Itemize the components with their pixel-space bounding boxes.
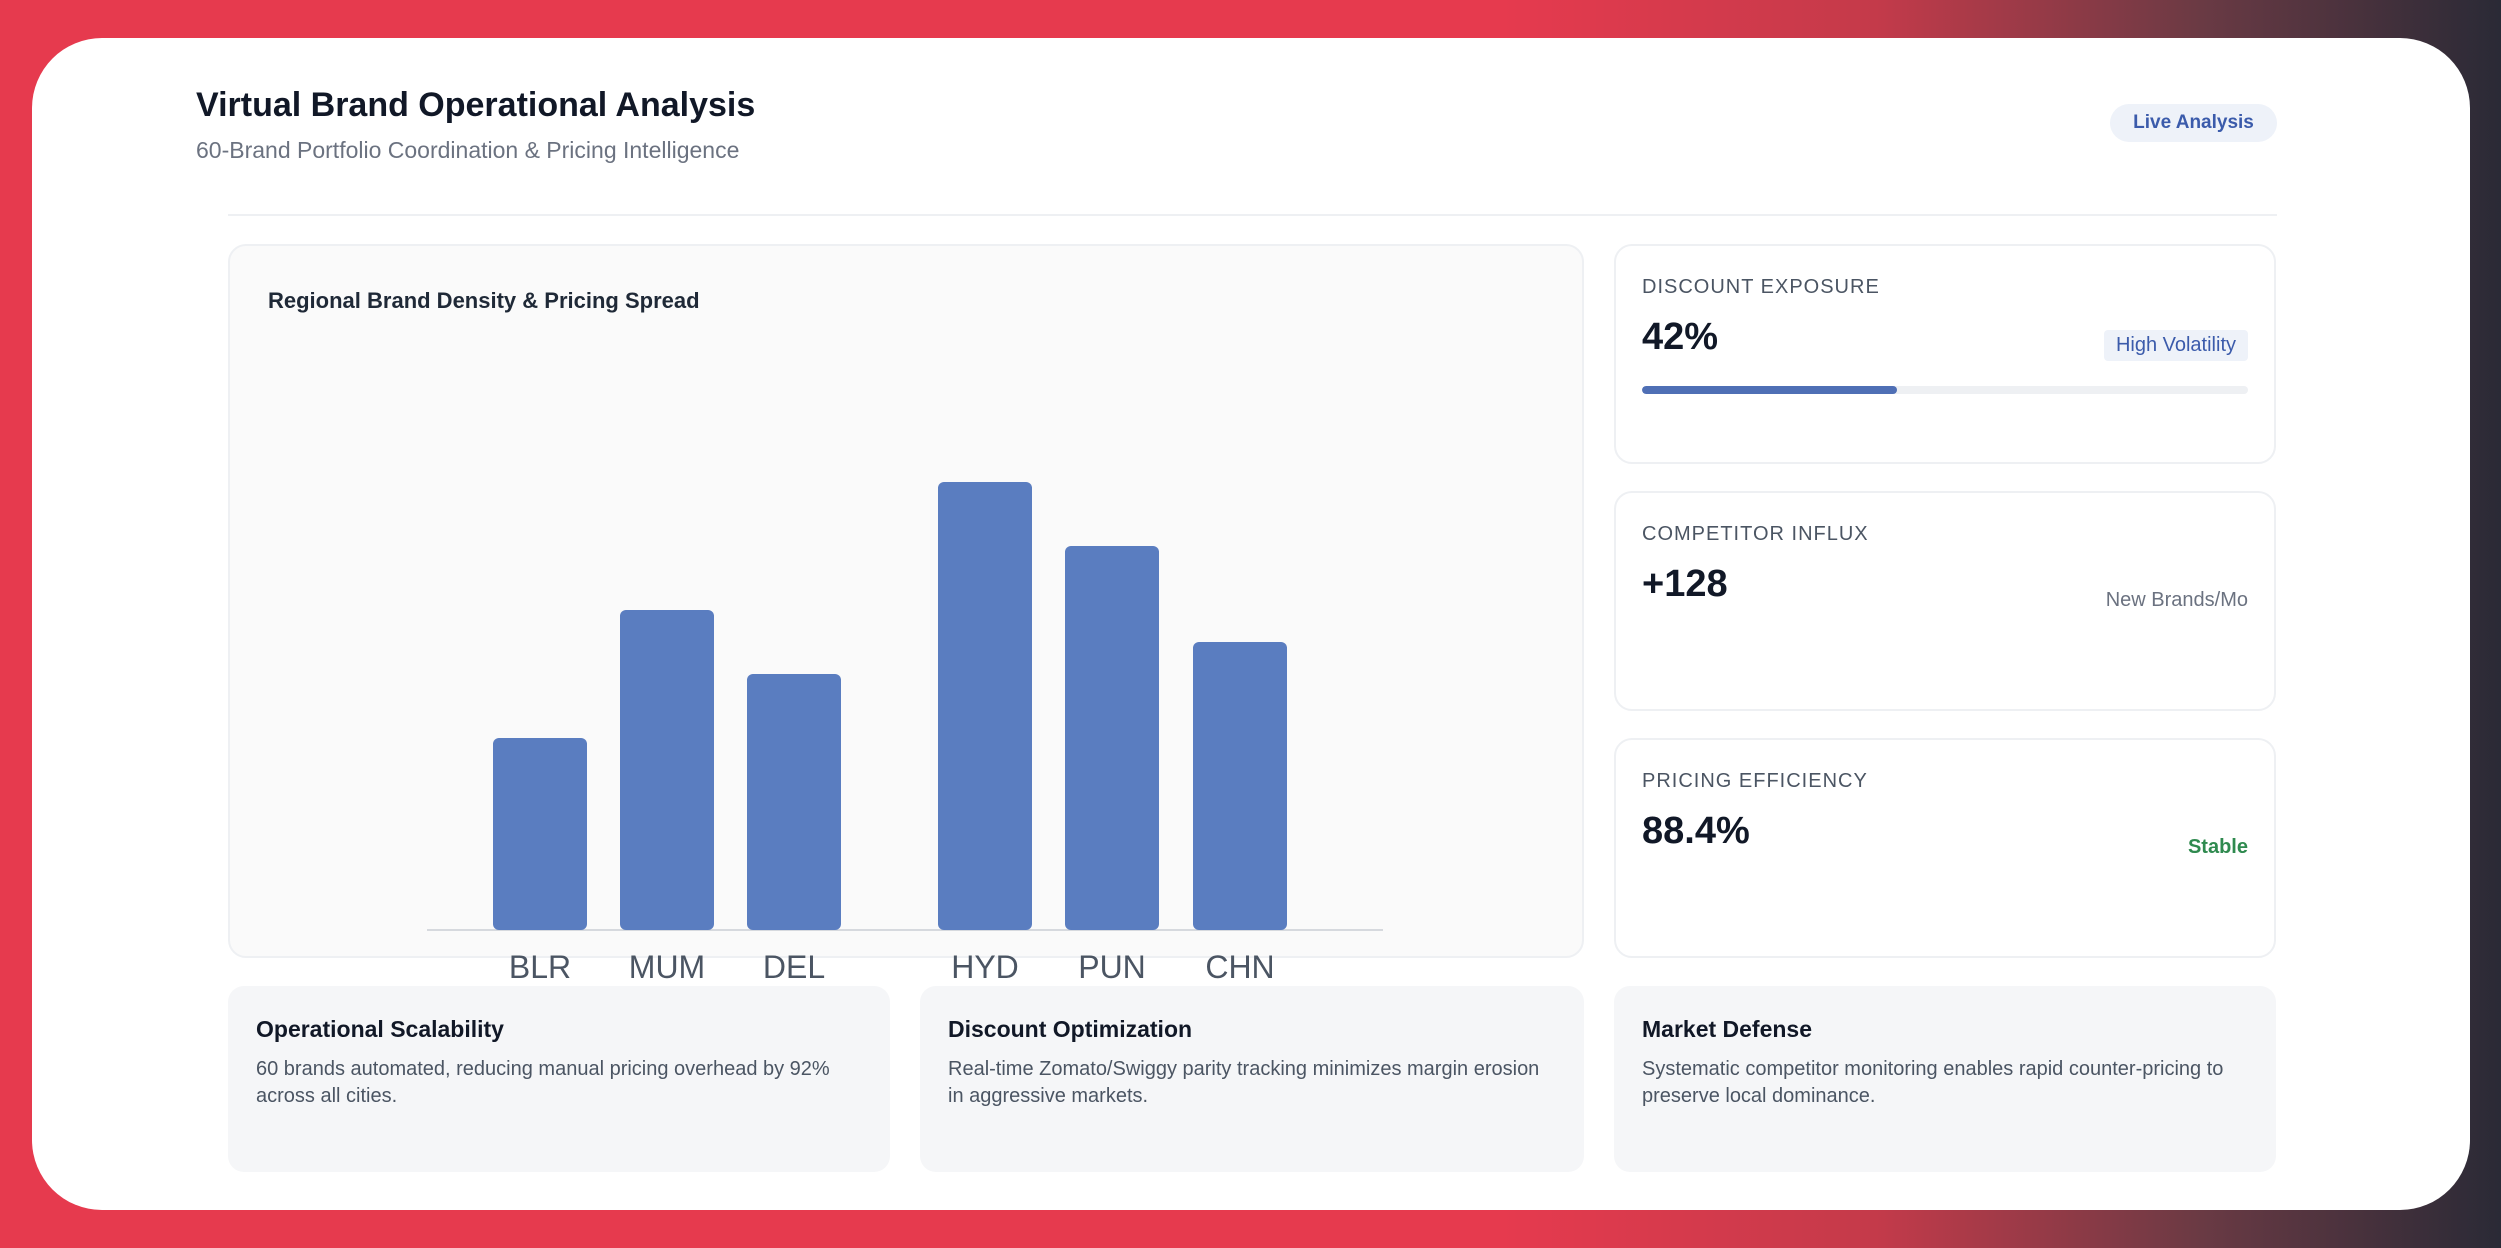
info-card-title: Discount Optimization [948,1016,1193,1042]
discount-progress-fill [1642,386,1897,394]
info-card-text: Real-time Zomato/Swiggy parity tracking … [948,1058,1540,1107]
metric-label: PRICING EFFICIENCY [1642,770,1868,792]
metric-discount-exposure: DISCOUNT EXPOSURE 42% High Volatility [1614,244,2276,464]
info-card-text: Systematic competitor monitoring enables… [1642,1058,2224,1107]
chart-title: Regional Brand Density & Pricing Spread [268,288,700,313]
discount-progress-bar [1642,386,2248,394]
page-title: Virtual Brand Operational Analysis [196,86,756,124]
metric-value: 42% [1642,316,1719,358]
info-card-text: 60 brands automated, reducing manual pri… [256,1058,830,1107]
metric-competitor-influx: COMPETITOR INFLUX +128 New Brands/Mo [1614,491,2276,711]
metric-pricing-efficiency: PRICING EFFICIENCY 88.4% Stable [1614,738,2276,958]
header-divider [228,214,2277,216]
chart-panel [228,244,1584,958]
metric-label: COMPETITOR INFLUX [1642,523,1869,545]
live-analysis-badge[interactable]: Live Analysis [2110,104,2277,142]
metric-label: DISCOUNT EXPOSURE [1642,276,1880,298]
info-card-title: Market Defense [1642,1016,1813,1042]
info-card-market-defense: Market Defense Systematic competitor mon… [1614,986,2276,1172]
info-card-discount: Discount Optimization Real-time Zomato/S… [920,986,1584,1172]
metric-value: 88.4% [1642,810,1750,852]
page-subtitle: 60-Brand Portfolio Coordination & Pricin… [196,137,740,163]
info-card-scalability: Operational Scalability 60 brands automa… [228,986,890,1172]
metric-value: +128 [1642,563,1728,605]
page-header: Virtual Brand Operational Analysis 60-Br… [196,86,755,164]
stable-status: Stable [2187,836,2248,858]
metric-unit: New Brands/Mo [2105,589,2248,611]
info-card-title: Operational Scalability [256,1016,504,1042]
volatility-badge: High Volatility [2103,330,2248,361]
